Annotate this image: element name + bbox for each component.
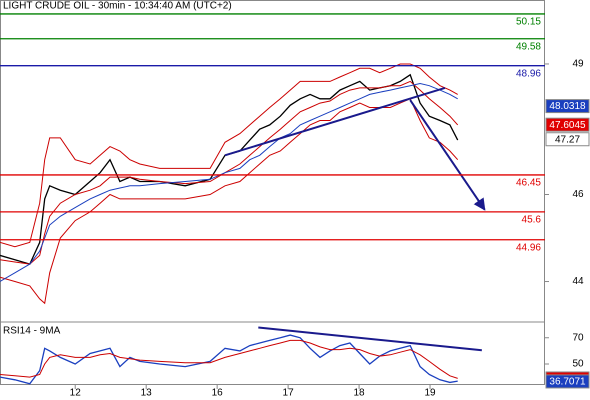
x-tick-label: 18 (354, 388, 366, 399)
y-tick-label: 49 (572, 59, 584, 70)
plot-area (0, 326, 482, 385)
price-tag-label: 36.7071 (549, 377, 586, 388)
y-tick-label: 46 (572, 189, 584, 200)
x-tick-label: 16 (212, 388, 224, 399)
y-tick-label: 70 (572, 332, 584, 343)
plot-area (0, 63, 486, 305)
y-tick-label: 50 (572, 359, 584, 370)
chart-title: LIGHT CRUDE OIL - 30min - 10:34:40 AM (U… (3, 1, 232, 12)
level-label: 46.45 (516, 178, 541, 189)
trend-line (258, 326, 482, 352)
level-label: 49.58 (516, 41, 541, 52)
x-tick-label: 13 (141, 388, 153, 399)
level-label: 45.6 (522, 215, 542, 226)
price-tag (545, 99, 590, 114)
series-line (0, 339, 458, 379)
price-tag-label: 48.0318 (549, 101, 586, 112)
level-label: 48.96 (516, 68, 541, 79)
price-tag (545, 374, 590, 389)
series-line (0, 73, 459, 265)
trend-line (224, 86, 446, 157)
x-tick-label: 19 (424, 388, 436, 399)
series-line (0, 98, 459, 305)
x-tick-label: 17 (283, 388, 295, 399)
price-tag-label: 47.27 (555, 134, 580, 145)
price-tag-label: 47.6045 (549, 120, 586, 131)
series-line (0, 334, 458, 385)
trend-line (409, 99, 486, 211)
indicator-title: RSI14 - 9MA (3, 326, 61, 337)
y-tick-label: 44 (572, 276, 584, 287)
level-label: 44.96 (516, 242, 541, 253)
price-tag (545, 132, 590, 147)
series-line (0, 80, 459, 265)
series-line (0, 82, 458, 282)
series-line (0, 63, 458, 248)
price-tag (545, 117, 590, 132)
frame (0, 0, 545, 385)
x-tick-label: 12 (70, 388, 82, 399)
level-label: 50.15 (516, 17, 541, 28)
